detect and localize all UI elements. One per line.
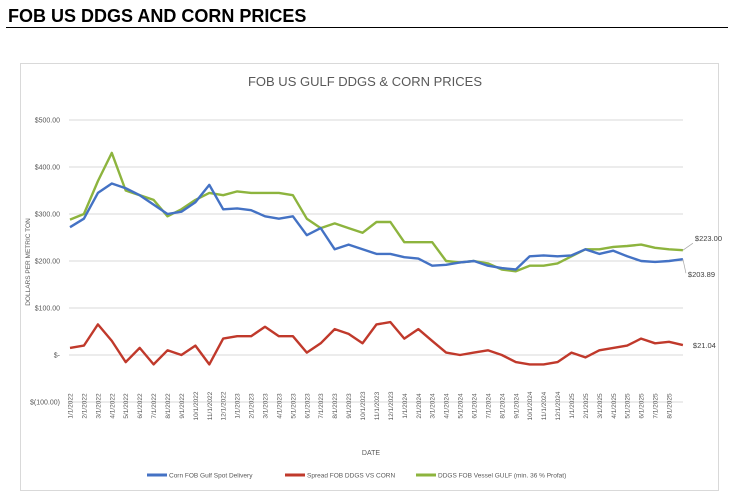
legend-label: Spread FOB DDGS VS CORN xyxy=(307,473,395,480)
x-tick-label: 11/1/2023 xyxy=(374,391,381,420)
y-tick-label: $200.00 xyxy=(35,259,60,266)
y-tick-label: $100.00 xyxy=(35,306,60,313)
y-tick-label: $(100.00) xyxy=(30,400,60,407)
legend-label: DDGS FOB Vessel GULF (min. 36 % Profat) xyxy=(438,473,566,480)
chart-title: FOB US GULF DDGS & CORN PRICES xyxy=(248,74,482,89)
x-tick-label: 3/1/2022 xyxy=(95,393,102,419)
x-tick-label: 2/1/2025 xyxy=(583,393,590,419)
x-tick-label: 1/1/2024 xyxy=(402,393,409,419)
x-tick-label: 8/1/2022 xyxy=(165,393,172,419)
y-tick-label: $- xyxy=(54,353,61,360)
end-label-ddgs: $223.00 xyxy=(695,234,722,243)
x-tick-label: 5/1/2022 xyxy=(123,393,130,419)
x-tick-label: 8/1/2024 xyxy=(499,393,506,419)
legend-label: Corn FOB Gulf Spot Delivery xyxy=(169,473,253,480)
x-tick-label: 4/1/2022 xyxy=(109,393,116,419)
x-tick-label: 9/1/2022 xyxy=(179,393,186,419)
page-title: FOB US DDGS AND CORN PRICES xyxy=(8,6,307,26)
x-tick-label: 10/1/2023 xyxy=(360,391,367,420)
x-tick-label: 10/1/2022 xyxy=(193,391,200,420)
x-tick-label: 6/1/2024 xyxy=(471,393,478,419)
x-tick-label: 5/1/2023 xyxy=(290,393,297,419)
y-tick-label: $300.00 xyxy=(35,212,60,219)
title-divider xyxy=(6,27,728,28)
x-tick-label: 1/1/2022 xyxy=(68,393,75,419)
x-tick-label: 7/1/2025 xyxy=(653,393,660,419)
x-tick-label: 6/1/2022 xyxy=(137,393,144,419)
end-label-spread: $21.04 xyxy=(693,341,716,350)
x-tick-label: 7/1/2023 xyxy=(318,393,325,419)
x-tick-label: 10/1/2024 xyxy=(527,391,534,420)
label-leader xyxy=(682,259,687,274)
x-tick-label: 11/1/2022 xyxy=(207,391,214,420)
x-tick-label: 6/1/2023 xyxy=(304,393,311,419)
chart-frame xyxy=(20,63,719,491)
x-tick-label: 1/1/2023 xyxy=(235,393,242,419)
end-label-corn: $203.89 xyxy=(688,270,715,279)
x-tick-label: 9/1/2023 xyxy=(346,393,353,419)
x-tick-label: 11/1/2024 xyxy=(541,391,548,420)
y-tick-label: $500.00 xyxy=(35,118,60,125)
x-tick-label: 4/1/2023 xyxy=(276,393,283,419)
x-tick-label: 3/1/2023 xyxy=(263,393,270,419)
x-tick-label: 6/1/2025 xyxy=(639,393,646,419)
y-tick-label: $400.00 xyxy=(35,165,60,172)
x-tick-label: 2/1/2024 xyxy=(416,393,423,419)
x-tick-label: 9/1/2024 xyxy=(513,393,520,419)
x-tick-label: 2/1/2023 xyxy=(249,393,256,419)
x-tick-label: 2/1/2022 xyxy=(81,393,88,419)
y-axis-title: DOLLARS PER METRIC TON xyxy=(25,218,32,306)
x-tick-label: 5/1/2025 xyxy=(625,393,632,419)
x-tick-label: 7/1/2022 xyxy=(151,393,158,419)
x-tick-label: 12/1/2024 xyxy=(555,391,562,420)
x-axis-title: DATE xyxy=(362,450,380,457)
label-leader xyxy=(682,242,694,251)
x-tick-label: 7/1/2024 xyxy=(485,393,492,419)
x-tick-label: 5/1/2024 xyxy=(458,393,465,419)
series-line xyxy=(69,182,684,271)
series-line xyxy=(69,320,684,366)
x-tick-label: 4/1/2024 xyxy=(444,393,451,419)
x-tick-label: 12/1/2023 xyxy=(388,391,395,420)
x-tick-label: 12/1/2022 xyxy=(221,391,228,420)
x-tick-label: 8/1/2025 xyxy=(666,393,673,419)
x-tick-label: 1/1/2025 xyxy=(569,393,576,419)
x-tick-label: 3/1/2024 xyxy=(430,393,437,419)
x-tick-label: 3/1/2025 xyxy=(597,393,604,419)
x-tick-label: 8/1/2023 xyxy=(332,393,339,419)
x-tick-label: 4/1/2025 xyxy=(611,393,618,419)
